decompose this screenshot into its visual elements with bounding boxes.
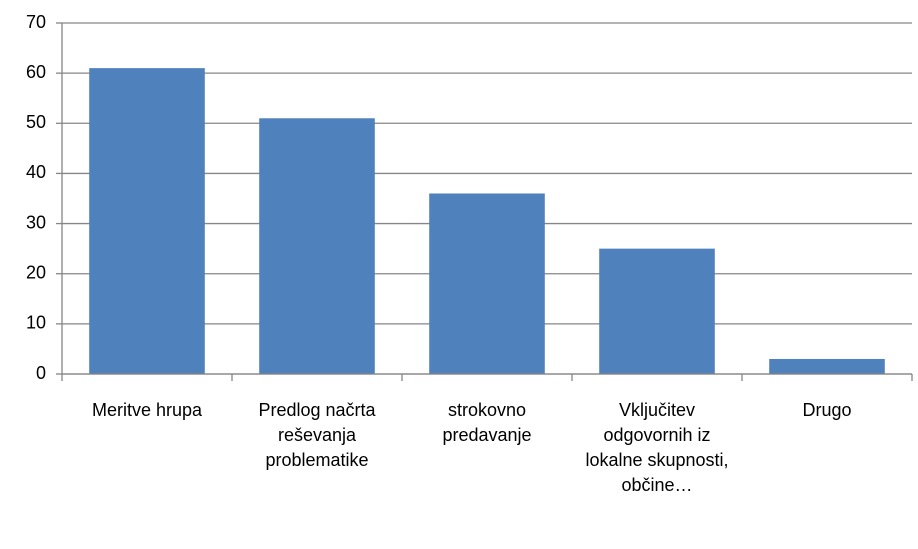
- y-tick-label: 60: [26, 62, 46, 82]
- bar: [599, 248, 715, 374]
- bar: [429, 193, 545, 374]
- y-tick-label: 40: [26, 162, 46, 182]
- y-tick-label: 20: [26, 262, 46, 282]
- x-tick-label: Vključitev odgovornih iz lokalne skupnos…: [585, 400, 729, 495]
- bar: [89, 68, 205, 374]
- x-tick-label: Predlog načrta reševanja problematike: [258, 400, 376, 470]
- x-tick-label: Meritve hrupa: [91, 400, 203, 420]
- y-tick-label: 30: [26, 212, 46, 232]
- y-tick-label: 0: [36, 363, 46, 383]
- bar: [769, 358, 885, 374]
- x-tick-label: Drugo: [802, 400, 852, 420]
- y-tick-label: 50: [26, 112, 46, 132]
- y-tick-label: 70: [26, 12, 46, 32]
- bar: [259, 118, 375, 375]
- y-tick-label: 10: [26, 313, 46, 333]
- x-tick-label: strokovno predavanje: [442, 400, 532, 445]
